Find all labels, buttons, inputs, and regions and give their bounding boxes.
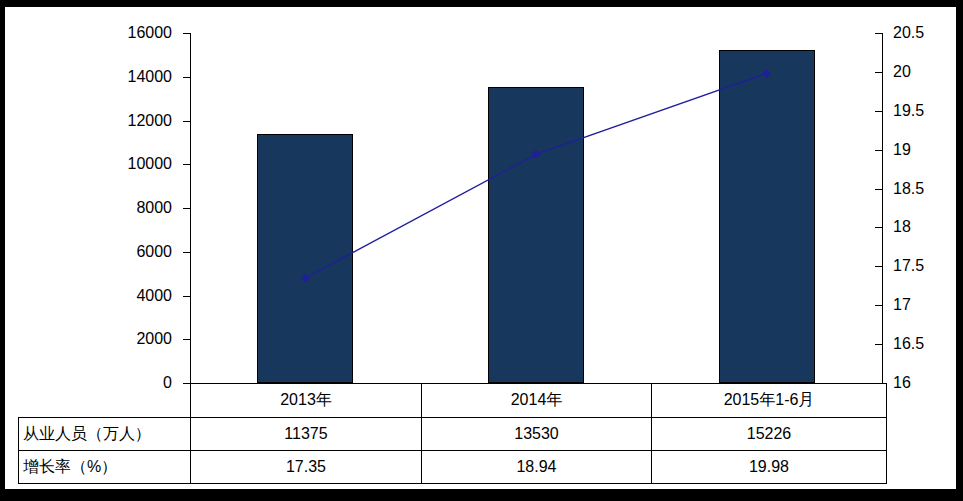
table-cell: 11375 xyxy=(191,418,422,451)
right-axis-tick-label: 20.5 xyxy=(893,25,924,41)
right-axis-tick-label: 16 xyxy=(893,375,911,391)
left-axis-tick-label: 12000 xyxy=(102,113,172,129)
table-header-cell: 2015年1-6月 xyxy=(652,384,887,418)
right-axis-tick-label: 16.5 xyxy=(893,336,924,352)
left-axis-tick-label: 16000 xyxy=(102,25,172,41)
left-axis-tick-label: 8000 xyxy=(102,200,172,216)
growth-rate-line xyxy=(190,33,882,383)
data-table: 2013年 2014年 2015年1-6月 从业人员（万人） 11375 135… xyxy=(18,383,887,484)
diamond-marker-2014年 xyxy=(532,150,541,159)
diamond-marker-2015年1-6月 xyxy=(762,69,771,78)
right-axis-tick-label: 18 xyxy=(893,219,911,235)
line-path xyxy=(305,73,766,278)
left-axis-tick-label: 4000 xyxy=(102,288,172,304)
right-axis-tick-label: 18.5 xyxy=(893,181,924,197)
right-axis-tick-label: 19.5 xyxy=(893,103,924,119)
table-cell: 13530 xyxy=(422,418,652,451)
left-axis-tick-label: 2000 xyxy=(102,331,172,347)
table-cell: 18.94 xyxy=(422,451,652,484)
right-axis-tick-label: 17 xyxy=(893,297,911,313)
left-axis-tick-label: 6000 xyxy=(102,244,172,260)
table-row-label: 增长率（%） xyxy=(19,451,191,484)
table-cell: 19.98 xyxy=(652,451,887,484)
table-header-cell: 2014年 xyxy=(422,384,652,418)
left-axis-tick xyxy=(183,121,190,122)
diamond-marker-2013年 xyxy=(301,274,310,283)
left-axis-tick-label: 14000 xyxy=(102,69,172,85)
table-header-cell: 2013年 xyxy=(191,384,422,418)
table-row-growth-rate: 增长率（%） 17.35 18.94 19.98 xyxy=(19,451,887,484)
left-axis-tick xyxy=(183,164,190,165)
right-axis-line xyxy=(882,33,883,383)
table-row-label: 从业人员（万人） xyxy=(19,418,191,451)
table-cell: 15226 xyxy=(652,418,887,451)
table-corner-blank xyxy=(19,384,191,418)
left-axis-tick xyxy=(183,208,190,209)
right-axis-tick-label: 20 xyxy=(893,64,911,80)
left-axis-tick xyxy=(183,252,190,253)
right-axis-tick-label: 17.5 xyxy=(893,258,924,274)
chart-image-frame: 160001400012000100008000600040002000020.… xyxy=(0,0,963,501)
left-axis-tick xyxy=(183,339,190,340)
left-axis-tick xyxy=(183,296,190,297)
left-axis-tick xyxy=(183,77,190,78)
table-cell: 17.35 xyxy=(191,451,422,484)
table-row-employees: 从业人员（万人） 11375 13530 15226 xyxy=(19,418,887,451)
left-axis-tick-label: 10000 xyxy=(102,156,172,172)
left-axis-tick xyxy=(183,33,190,34)
table-header-row: 2013年 2014年 2015年1-6月 xyxy=(19,384,887,418)
right-axis-tick-label: 19 xyxy=(893,142,911,158)
